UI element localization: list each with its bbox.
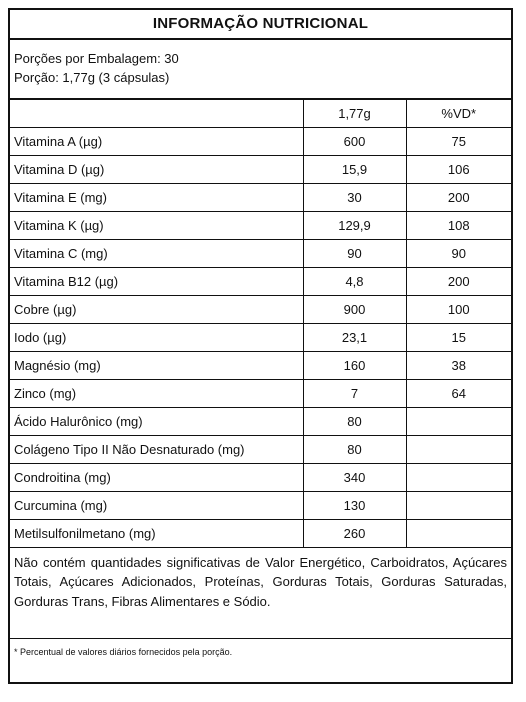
nutrient-name: Vitamina D (µg) [10, 155, 303, 184]
nutrient-vd [405, 519, 511, 548]
nutrient-amount: 15,9 [302, 155, 406, 184]
nutrient-name: Metilsulfonilmetano (mg) [10, 519, 303, 548]
nutrient-amount: 80 [302, 435, 406, 464]
nutrient-vd: 108 [405, 211, 511, 240]
nutrient-vd [405, 435, 511, 464]
nutrient-vd [405, 491, 511, 520]
nutrient-vd: 200 [405, 267, 511, 296]
nutrient-name: Vitamina B12 (µg) [10, 267, 303, 296]
nutrient-vd [405, 407, 511, 436]
table-row: Colágeno Tipo II Não Desnaturado (mg) 80 [10, 435, 511, 464]
nutrient-amount: 4,8 [302, 267, 406, 296]
label-title: INFORMAÇÃO NUTRICIONAL [10, 10, 511, 40]
table-row: Metilsulfonilmetano (mg) 260 [10, 519, 511, 548]
table-row: Zinco (mg) 7 64 [10, 379, 511, 408]
nutrient-amount: 7 [302, 379, 406, 408]
table-row: Condroitina (mg) 340 [10, 463, 511, 492]
nutrient-amount: 130 [302, 491, 406, 520]
nutrient-vd: 90 [405, 239, 511, 268]
nutrient-vd: 200 [405, 183, 511, 212]
nutrient-name: Magnésio (mg) [10, 351, 303, 380]
nutrient-vd: 15 [405, 323, 511, 352]
nutrient-amount: 90 [302, 239, 406, 268]
table-row: Vitamina E (mg) 30 200 [10, 183, 511, 212]
nutrient-table: 1,77g %VD* Vitamina A (µg) 600 75 Vitamina … [10, 100, 511, 548]
nutrient-name: Vitamina K (µg) [10, 211, 303, 240]
nutrient-name: Iodo (µg) [10, 323, 303, 352]
table-row: Iodo (µg) 23,1 15 [10, 323, 511, 352]
table-row: Ácido Halurônico (mg) 80 [10, 407, 511, 436]
nutrient-name: Curcumina (mg) [10, 491, 303, 520]
table-row: Vitamina D (µg) 15,9 106 [10, 155, 511, 184]
header-vd: %VD* [405, 100, 511, 128]
nutrient-name: Ácido Halurônico (mg) [10, 407, 303, 436]
nutrient-amount: 80 [302, 407, 406, 436]
nutrition-facts-label: INFORMAÇÃO NUTRICIONAL Porções por Embal… [8, 8, 513, 684]
nutrient-name: Vitamina A (µg) [10, 127, 303, 156]
nutrient-vd: 75 [405, 127, 511, 156]
nutrient-name: Colágeno Tipo II Não Desnaturado (mg) [10, 435, 303, 464]
nutrient-amount: 600 [302, 127, 406, 156]
nutrient-amount: 340 [302, 463, 406, 492]
table-row: Vitamina C (mg) 90 90 [10, 239, 511, 268]
nutrient-vd: 64 [405, 379, 511, 408]
table-row: Magnésio (mg) 160 38 [10, 351, 511, 380]
nutrient-vd: 38 [405, 351, 511, 380]
table-row: Cobre (µg) 900 100 [10, 295, 511, 324]
nutrient-name: Vitamina C (mg) [10, 239, 303, 268]
servings-per-package: Porções por Embalagem: 30 [14, 51, 179, 66]
table-row: Curcumina (mg) 130 [10, 491, 511, 520]
nutrient-amount: 260 [302, 519, 406, 548]
nutrient-name: Cobre (µg) [10, 295, 303, 324]
table-row: Vitamina B12 (µg) 4,8 200 [10, 267, 511, 296]
nutrient-amount: 23,1 [302, 323, 406, 352]
nutrient-vd: 100 [405, 295, 511, 324]
servings-info: Porções por Embalagem: 30 Porção: 1,77g … [10, 40, 511, 100]
nutrient-vd: 106 [405, 155, 511, 184]
header-amount: 1,77g [302, 100, 406, 128]
nutrient-amount: 900 [302, 295, 406, 324]
nutrient-amount: 160 [302, 351, 406, 380]
nutrient-vd [405, 463, 511, 492]
nutrient-amount: 30 [302, 183, 406, 212]
table-header-row: 1,77g %VD* [10, 100, 511, 128]
table-row: Vitamina A (µg) 600 75 [10, 127, 511, 156]
portion-size: Porção: 1,77g (3 cápsulas) [14, 70, 170, 85]
nutrient-name: Condroitina (mg) [10, 463, 303, 492]
nutrient-name: Zinco (mg) [10, 379, 303, 408]
footnote: * Percentual de valores diários fornecid… [14, 646, 233, 657]
nutrient-name: Vitamina E (mg) [10, 183, 303, 212]
header-blank-cell [10, 100, 303, 128]
nutrient-amount: 129,9 [302, 211, 406, 240]
table-row: Vitamina K (µg) 129,9 108 [10, 211, 511, 240]
not-significant-note: Não contém quantidades significativas de… [10, 548, 511, 639]
